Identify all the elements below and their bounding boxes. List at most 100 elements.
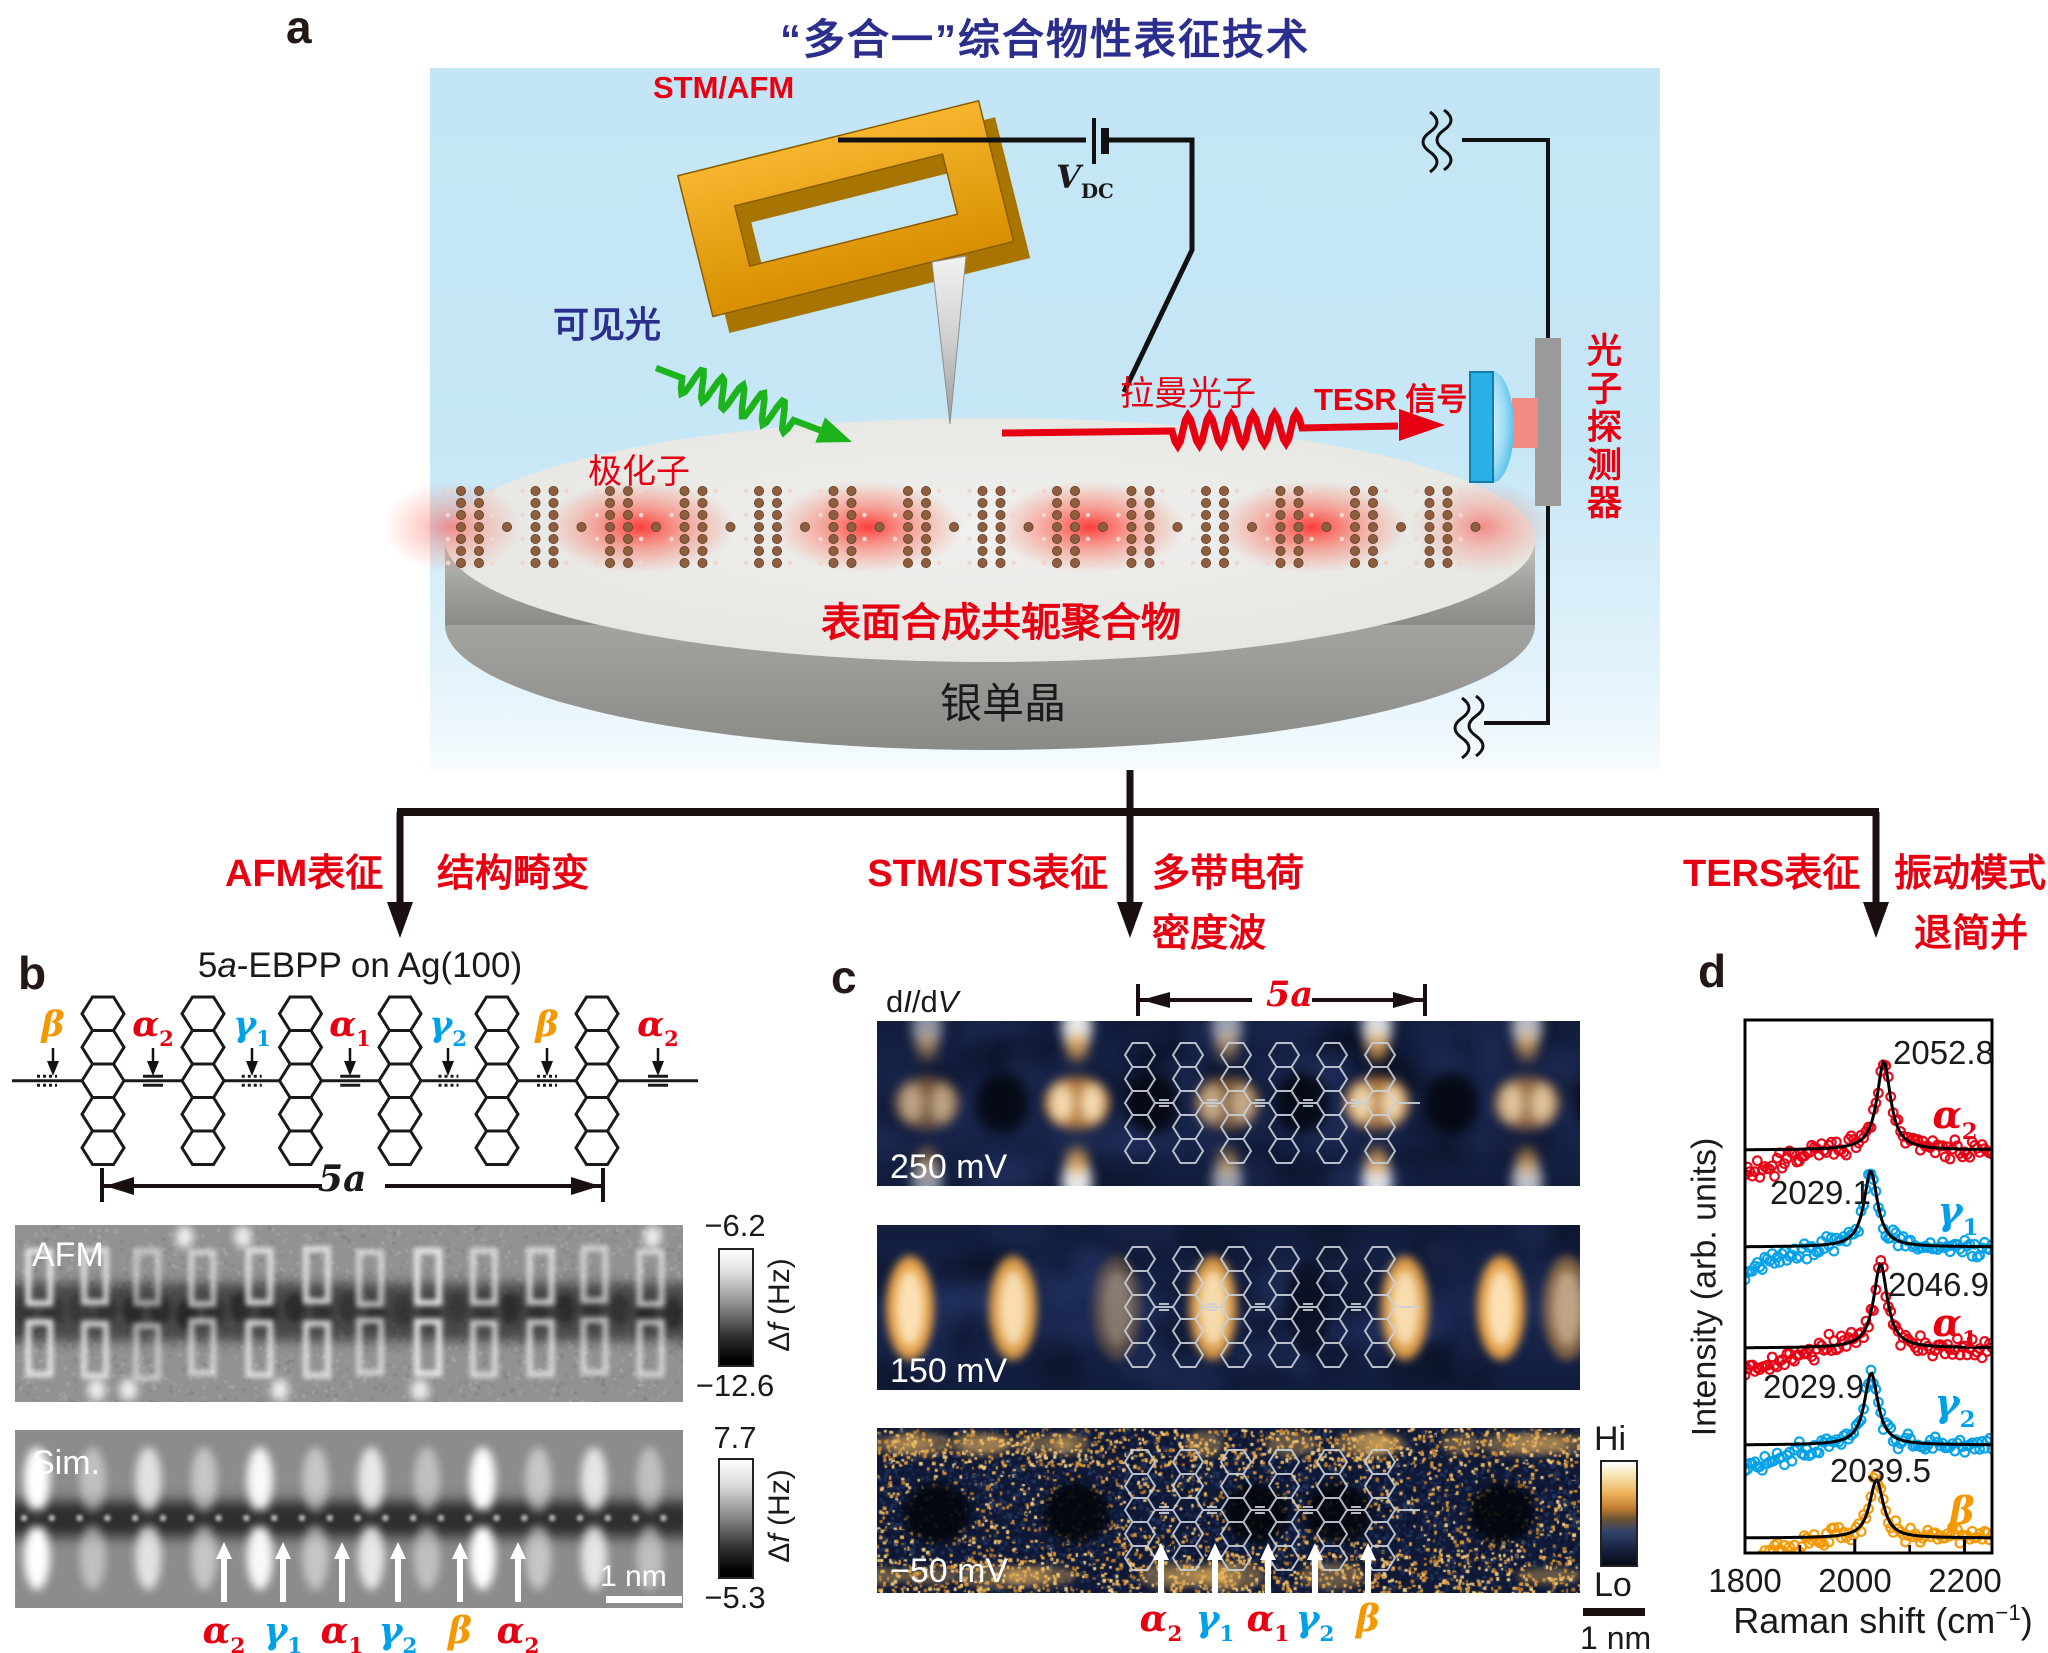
- data-point: [1823, 1441, 1835, 1452]
- data-point: [1828, 1522, 1840, 1534]
- data-point: [1784, 1145, 1795, 1157]
- data-point: [1974, 1146, 1986, 1158]
- data-point: [1880, 1505, 1892, 1517]
- series-name-label: α1: [1932, 1300, 1978, 1353]
- bond-arrow-icon: [147, 1061, 159, 1076]
- data-point: [1833, 1235, 1845, 1247]
- data-point: [1905, 1234, 1916, 1246]
- x-tick-2000: 2000: [1818, 1562, 1892, 1599]
- peak-value-label: 2039.5: [1830, 1452, 1931, 1489]
- sim-colorbar-max: 7.7: [713, 1420, 757, 1455]
- data-point: [1751, 1257, 1763, 1268]
- data-point: [1895, 1526, 1907, 1537]
- data-point: [1808, 1440, 1820, 1451]
- data-point: [1803, 1450, 1815, 1462]
- bond-arrow-icon: [344, 1061, 356, 1076]
- data-point: [1907, 1132, 1919, 1144]
- data-point: [1964, 1439, 1976, 1451]
- data-point: [1922, 1524, 1934, 1536]
- data-point: [1751, 1155, 1763, 1167]
- afm-image-label: AFM: [32, 1236, 104, 1274]
- data-point: [1986, 1443, 1991, 1455]
- data-point: [1793, 1349, 1805, 1361]
- panel-c-span-label: 5a: [1266, 974, 1314, 1015]
- data-point: [1917, 1345, 1929, 1356]
- data-point: [1912, 1134, 1924, 1145]
- data-point: [1892, 1240, 1904, 1252]
- data-point: [1855, 1526, 1867, 1537]
- data-point: [1939, 1532, 1951, 1544]
- data-point: [1890, 1320, 1902, 1332]
- data-point: [1890, 1515, 1902, 1527]
- data-point: [1954, 1537, 1966, 1549]
- data-point: [1808, 1141, 1820, 1153]
- data-point: [1853, 1417, 1865, 1429]
- data-point: [1828, 1245, 1840, 1257]
- data-point: [1952, 1239, 1963, 1250]
- data-point: [1823, 1240, 1835, 1251]
- data-point: [1798, 1449, 1810, 1461]
- sim-afm-image: [15, 1430, 683, 1608]
- data-point: [1813, 1246, 1825, 1258]
- data-point: [1803, 1343, 1815, 1355]
- data-point: [1746, 1465, 1751, 1477]
- data-point: [1966, 1437, 1978, 1449]
- data-point: [1981, 1145, 1991, 1157]
- data-point: [1843, 1332, 1855, 1343]
- data-point: [1746, 1363, 1753, 1375]
- data-point: [1848, 1333, 1860, 1345]
- data-point: [1976, 1533, 1988, 1545]
- data-point: [1779, 1459, 1790, 1471]
- data-point: [1821, 1231, 1832, 1242]
- polymer-label: 表面合成共轭聚合物: [821, 601, 1181, 645]
- x-tick-1800: 1800: [1708, 1562, 1782, 1599]
- data-point: [1897, 1529, 1909, 1540]
- data-point: [1818, 1539, 1830, 1551]
- data-point: [1937, 1140, 1949, 1152]
- data-point: [1929, 1147, 1941, 1159]
- data-point: [1786, 1455, 1798, 1467]
- data-point: [1910, 1240, 1921, 1252]
- ters-method-label: TERS表征: [1683, 853, 1861, 895]
- data-point: [1892, 1325, 1904, 1337]
- bias-label-150mv: 150 mV: [890, 1352, 1008, 1390]
- data-point: [1897, 1130, 1909, 1142]
- data-point: [1788, 1147, 1800, 1159]
- afm-branch-arrow-icon: [387, 902, 413, 938]
- data-point: [1932, 1533, 1944, 1545]
- acene-column: [474, 995, 520, 1166]
- data-point: [1746, 1463, 1753, 1475]
- data-point: [1912, 1531, 1924, 1543]
- data-point: [1798, 1530, 1810, 1542]
- data-point: [1793, 1250, 1805, 1262]
- data-point: [1932, 1436, 1944, 1448]
- panel-a-background: [430, 68, 1660, 770]
- stm-site-label: α1: [1246, 1598, 1290, 1648]
- data-point: [1890, 1115, 1902, 1127]
- data-point: [1855, 1414, 1867, 1426]
- data-point: [1784, 1541, 1795, 1552]
- data-point: [1774, 1355, 1786, 1367]
- data-point: [1787, 1548, 1797, 1552]
- data-point: [1754, 1171, 1766, 1183]
- data-point: [1825, 1523, 1837, 1534]
- data-point: [1835, 1439, 1847, 1450]
- data-point: [1843, 1226, 1855, 1238]
- data-point: [1848, 1529, 1860, 1541]
- data-point: [1764, 1544, 1776, 1552]
- data-point: [1813, 1149, 1825, 1161]
- bond-label: α2: [637, 1004, 679, 1051]
- data-point: [1786, 1354, 1798, 1365]
- data-point: [1825, 1136, 1837, 1148]
- data-point: [1971, 1142, 1983, 1154]
- data-point: [1971, 1531, 1983, 1543]
- peak-value-label: 2029.9: [1763, 1368, 1864, 1405]
- data-point: [1830, 1344, 1842, 1356]
- data-point: [1786, 1147, 1798, 1159]
- panel-a-label: a: [286, 1, 312, 53]
- data-point: [1766, 1456, 1778, 1467]
- sim-site-label: α1: [320, 1610, 364, 1653]
- data-point: [1979, 1525, 1991, 1537]
- y-axis-label: Intensity (arb. units): [1685, 1137, 1724, 1437]
- data-point: [1954, 1147, 1966, 1159]
